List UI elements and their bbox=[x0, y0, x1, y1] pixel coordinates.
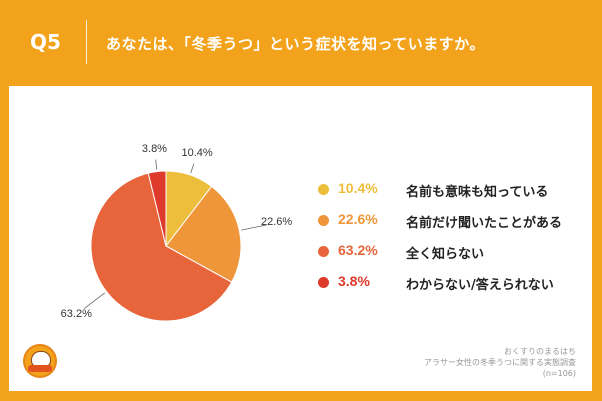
legend-swatch bbox=[318, 277, 329, 288]
pie-value-label: 63.2% bbox=[60, 307, 92, 320]
pie-slice bbox=[165, 185, 242, 283]
pie-chart bbox=[83, 159, 267, 322]
logo-band bbox=[28, 365, 52, 372]
character-mascot-logo-icon bbox=[23, 344, 57, 378]
pie-slice bbox=[90, 172, 233, 322]
legend-label: わからない/答えられない bbox=[406, 278, 554, 293]
legend-label: 全く知らない bbox=[406, 247, 485, 262]
leader-line bbox=[241, 224, 267, 231]
legend-percent: 3.8% bbox=[338, 273, 370, 289]
leader-line bbox=[190, 163, 195, 174]
legend-percent: 10.4% bbox=[338, 180, 378, 196]
legend-swatch bbox=[318, 215, 329, 226]
chart-panel: 10.4% 22.6% 63.2% 3.8% 10.4% 名前も意味も知っている 22… bbox=[9, 86, 592, 391]
pie-value-label: 22.6% bbox=[260, 215, 293, 228]
leader-line bbox=[83, 292, 106, 309]
source-line: アラサー女性の冬季うつに関する実態調査 bbox=[424, 358, 576, 367]
header-bar: Q5 あなたは、「冬季うつ」という症状を知っていますか。 bbox=[0, 0, 602, 70]
legend-percent: 63.2% bbox=[338, 242, 378, 258]
source-note: おくすりのまるはち アラサー女性の冬季うつに関する実態調査 (n=106) bbox=[424, 346, 576, 379]
source-line: おくすりのまるはち bbox=[504, 347, 576, 356]
pie-slice bbox=[147, 170, 167, 247]
legend-label: 名前も意味も知っている bbox=[406, 185, 549, 200]
legend-swatch bbox=[318, 246, 329, 257]
legend-swatch bbox=[318, 184, 329, 195]
legend-percent: 22.6% bbox=[338, 211, 378, 227]
pie-value-label: 10.4% bbox=[181, 147, 213, 160]
source-line: (n=106) bbox=[542, 369, 576, 378]
question-number: Q5 bbox=[30, 30, 61, 54]
pie-value-label: 3.8% bbox=[141, 142, 167, 155]
header-divider bbox=[86, 20, 87, 64]
leader-line bbox=[155, 159, 158, 170]
legend-label: 名前だけ聞いたことがある bbox=[406, 216, 563, 231]
question-title: あなたは、「冬季うつ」という症状を知っていますか。 bbox=[106, 35, 485, 53]
